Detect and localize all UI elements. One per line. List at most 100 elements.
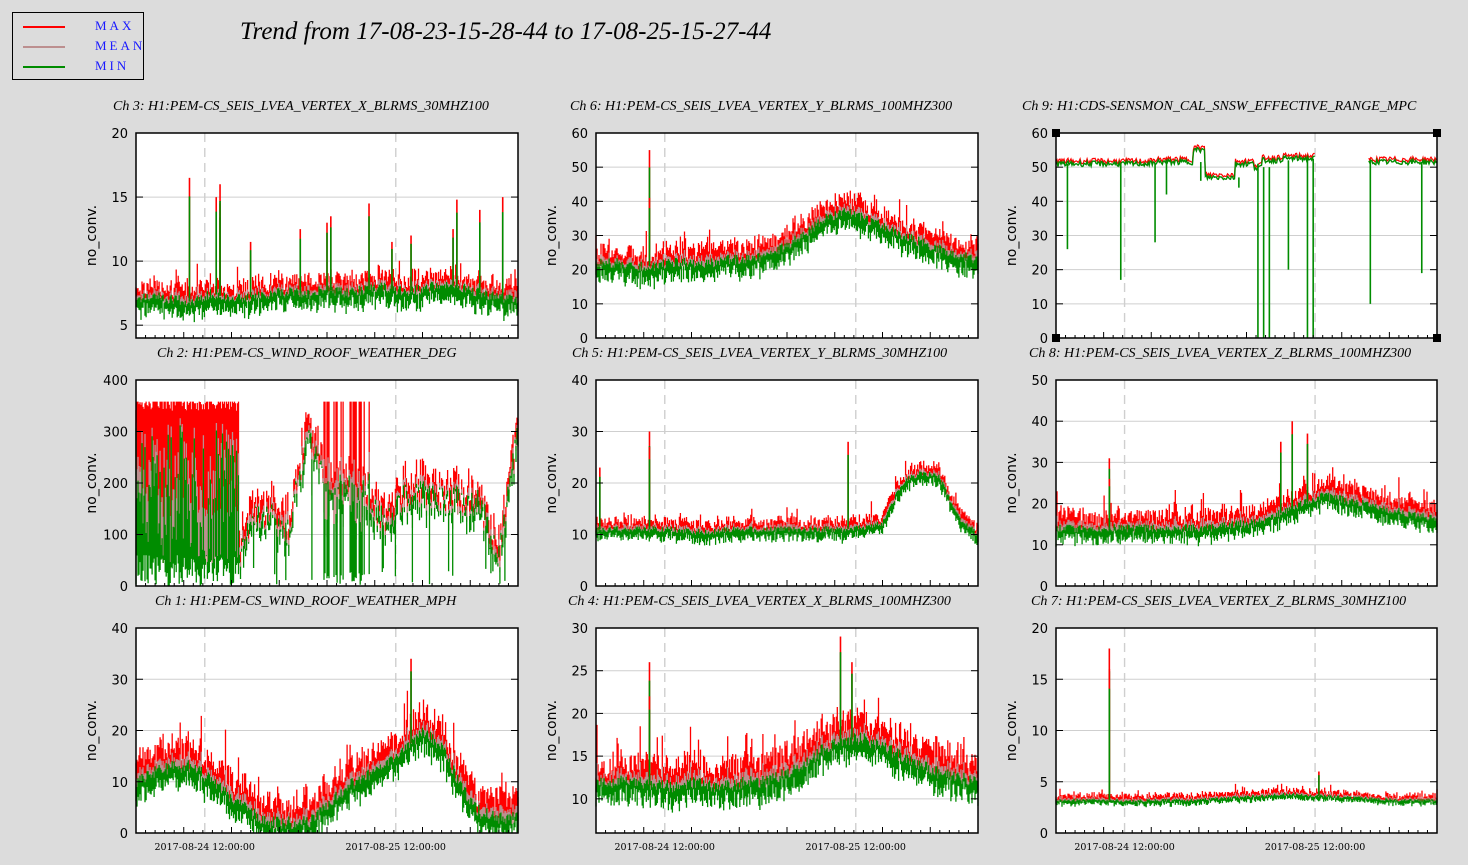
y-tick-label: 100 xyxy=(103,529,128,544)
plot-title: Ch 8: H1:PEM-CS_SEIS_LVEA_VERTEX_Z_BLRMS… xyxy=(1029,346,1411,361)
y-tick-label: 20 xyxy=(571,477,588,492)
y-tick-label: 15 xyxy=(1031,673,1048,688)
plot-panel-4: Ch 2: H1:PEM-CS_WIND_ROOF_WEATHER_DEG 0 10… xyxy=(84,346,519,595)
y-tick-label: 40 xyxy=(111,622,128,637)
plot-panel-2: Ch 6: H1:PEM-CS_SEIS_LVEA_VERTEX_Y_BLRMS… xyxy=(544,99,979,347)
plot-title: Ch 6: H1:PEM-CS_SEIS_LVEA_VERTEX_Y_BLRMS… xyxy=(570,99,952,114)
y-tick-label: 60 xyxy=(571,127,588,142)
plot-panel-1: Ch 3: H1:PEM-CS_SEIS_LVEA_VERTEX_X_BLRMS… xyxy=(84,99,519,339)
y-tick-label: 0 xyxy=(120,827,128,842)
y-axis-label: no_conv. xyxy=(84,700,100,761)
y-tick-label: 0 xyxy=(1040,827,1048,842)
x-tick-label: 2017-08-25 12:00:00 xyxy=(346,842,446,853)
y-tick-label: 10 xyxy=(571,529,588,544)
y-tick-label: 40 xyxy=(571,195,588,210)
plot-panel-9: Ch 7: H1:PEM-CS_SEIS_LVEA_VERTEX_Z_BLRMS… xyxy=(1004,594,1438,853)
y-axis-label: no_conv. xyxy=(544,205,560,266)
y-tick-label: 60 xyxy=(1031,127,1048,142)
plot-panel-3: Ch 9: H1:CDS-SENSMON_CAL_SNSW_EFFECTIVE_… xyxy=(1004,99,1441,347)
y-axis-label: no_conv. xyxy=(544,700,560,761)
legend-label-max: MAX xyxy=(95,18,135,33)
y-tick-label: 40 xyxy=(1031,415,1048,430)
corner-marker xyxy=(1433,129,1441,137)
x-tick-label: 2017-08-25 12:00:00 xyxy=(806,842,906,853)
y-tick-label: 30 xyxy=(571,426,588,441)
y-tick-label: 0 xyxy=(1040,580,1048,595)
legend-swatch-mean xyxy=(23,46,65,48)
x-tick-label: 2017-08-24 12:00:00 xyxy=(615,842,715,853)
y-tick-label: 30 xyxy=(111,673,128,688)
y-tick-label: 0 xyxy=(120,580,128,595)
corner-marker xyxy=(1052,334,1060,342)
legend-item-mean: MEAN xyxy=(23,38,143,56)
plot-title: Ch 1: H1:PEM-CS_WIND_ROOF_WEATHER_MPH xyxy=(155,594,457,609)
y-tick-label: 20 xyxy=(111,127,128,142)
y-tick-label: 40 xyxy=(571,374,588,389)
plot-panel-7: Ch 1: H1:PEM-CS_WIND_ROOF_WEATHER_MPH 0 10… xyxy=(84,594,519,853)
y-tick-label: 10 xyxy=(111,255,128,270)
plot-title: Ch 3: H1:PEM-CS_SEIS_LVEA_VERTEX_X_BLRMS… xyxy=(113,99,489,114)
y-tick-label: 200 xyxy=(103,477,128,492)
plot-title: Ch 4: H1:PEM-CS_SEIS_LVEA_VERTEX_X_BLRMS… xyxy=(568,594,951,609)
y-tick-label: 0 xyxy=(1040,332,1048,347)
y-tick-label: 30 xyxy=(571,230,588,245)
plot-title: Ch 2: H1:PEM-CS_WIND_ROOF_WEATHER_DEG xyxy=(157,346,457,361)
y-tick-label: 5 xyxy=(1040,776,1048,791)
page-title: Trend from 17-08-23-15-28-44 to 17-08-25… xyxy=(240,18,772,45)
plot-area xyxy=(596,628,978,833)
y-tick-label: 20 xyxy=(571,264,588,279)
corner-marker xyxy=(1433,334,1441,342)
y-tick-label: 30 xyxy=(571,622,588,637)
y-tick-label: 30 xyxy=(1031,230,1048,245)
x-tick-label: 2017-08-24 12:00:00 xyxy=(155,842,255,853)
y-tick-label: 0 xyxy=(580,332,588,347)
y-tick-label: 30 xyxy=(1031,456,1048,471)
y-tick-label: 10 xyxy=(111,776,128,791)
y-tick-label: 0 xyxy=(580,580,588,595)
series-min xyxy=(1055,146,1438,182)
y-axis-label: no_conv. xyxy=(1004,700,1020,761)
legend: MAX MEAN MIN xyxy=(12,12,144,80)
y-tick-label: 10 xyxy=(1031,298,1048,313)
plot-panel-6: Ch 8: H1:PEM-CS_SEIS_LVEA_VERTEX_Z_BLRMS… xyxy=(1004,346,1438,595)
corner-marker xyxy=(1052,129,1060,137)
y-tick-label: 50 xyxy=(1031,374,1048,389)
y-tick-label: 10 xyxy=(1031,539,1048,554)
y-tick-label: 10 xyxy=(571,793,588,808)
plot-panel-8: Ch 4: H1:PEM-CS_SEIS_LVEA_VERTEX_X_BLRMS… xyxy=(544,594,979,853)
y-tick-label: 10 xyxy=(1031,725,1048,740)
y-tick-label: 20 xyxy=(1031,498,1048,513)
plot-panel-5: Ch 5: H1:PEM-CS_SEIS_LVEA_VERTEX_Y_BLRMS… xyxy=(544,346,979,595)
plot-title: Ch 9: H1:CDS-SENSMON_CAL_SNSW_EFFECTIVE_… xyxy=(1022,99,1417,114)
y-tick-label: 20 xyxy=(111,725,128,740)
y-tick-label: 20 xyxy=(571,707,588,722)
y-tick-label: 300 xyxy=(103,426,128,441)
y-tick-label: 400 xyxy=(103,374,128,389)
plot-title: Ch 7: H1:PEM-CS_SEIS_LVEA_VERTEX_Z_BLRMS… xyxy=(1031,594,1406,609)
legend-swatch-max xyxy=(23,26,65,28)
y-tick-label: 20 xyxy=(1031,264,1048,279)
y-tick-label: 5 xyxy=(120,319,128,334)
y-axis-label: no_conv. xyxy=(84,452,100,513)
x-tick-label: 2017-08-24 12:00:00 xyxy=(1074,842,1174,853)
legend-swatch-min xyxy=(23,66,65,68)
y-axis-label: no_conv. xyxy=(544,452,560,513)
y-tick-label: 20 xyxy=(1031,622,1048,637)
y-axis-label: no_conv. xyxy=(1004,205,1020,266)
legend-item-min: MIN xyxy=(23,58,143,76)
y-tick-label: 15 xyxy=(111,191,128,206)
y-tick-label: 40 xyxy=(1031,195,1048,210)
plot-area xyxy=(1056,380,1437,586)
y-tick-label: 50 xyxy=(1031,161,1048,176)
x-tick-label: 2017-08-25 12:00:00 xyxy=(1265,842,1365,853)
y-tick-label: 25 xyxy=(571,665,588,680)
legend-label-mean: MEAN xyxy=(95,38,146,53)
y-tick-label: 50 xyxy=(571,161,588,176)
y-tick-label: 15 xyxy=(571,750,588,765)
y-tick-label: 10 xyxy=(571,298,588,313)
legend-item-max: MAX xyxy=(23,18,143,36)
legend-label-min: MIN xyxy=(95,58,130,73)
y-axis-label: no_conv. xyxy=(1004,452,1020,513)
plot-title: Ch 5: H1:PEM-CS_SEIS_LVEA_VERTEX_Y_BLRMS… xyxy=(572,346,947,361)
